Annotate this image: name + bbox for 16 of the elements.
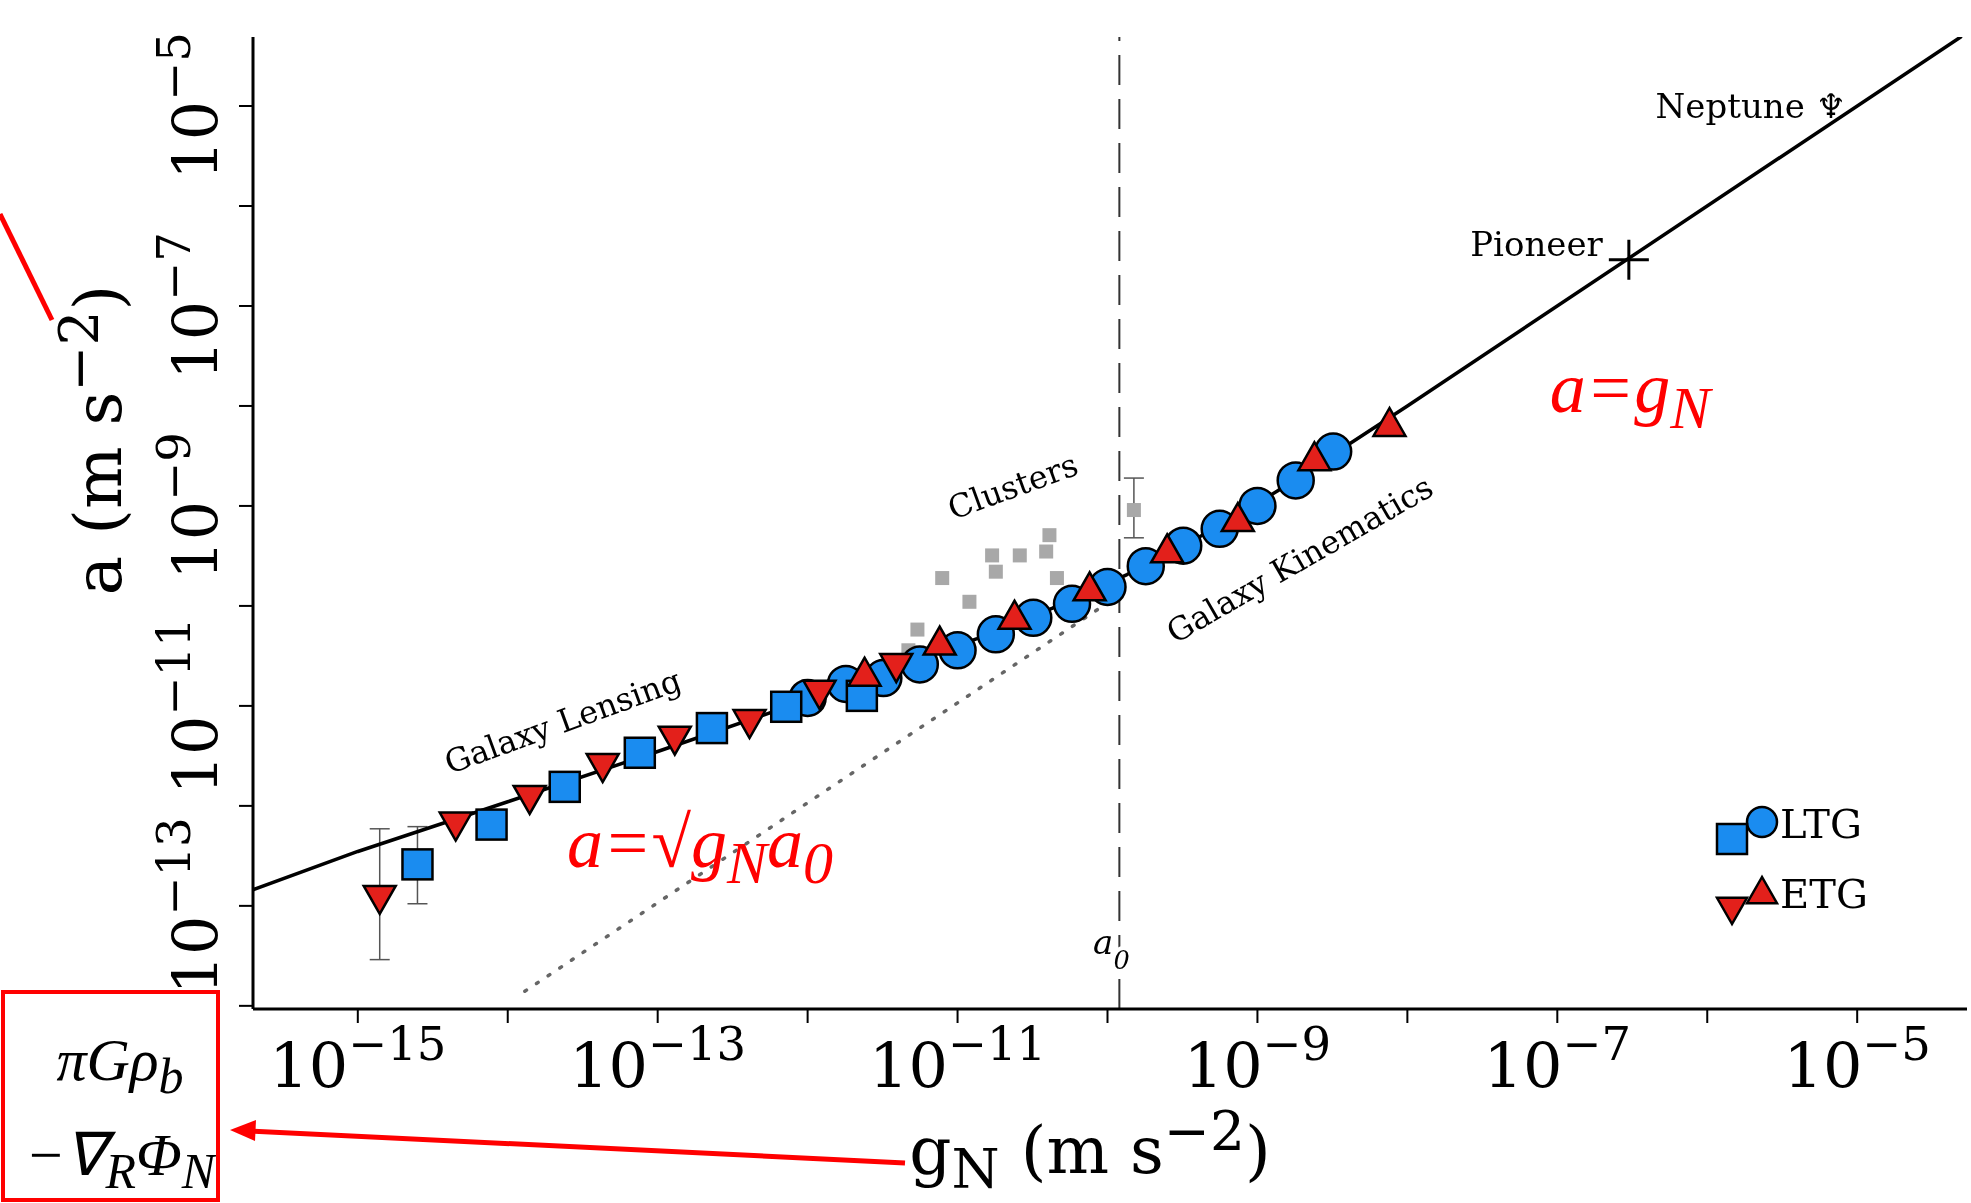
x-tick-label: 10$^{−15}$ bbox=[269, 1017, 447, 1102]
text: πGρ$_{b}$ bbox=[56, 1026, 184, 1104]
x-tick-label: 10$^{−11}$ bbox=[869, 1017, 1047, 1102]
annotation: a=g$_{N}$ bbox=[1549, 348, 1711, 441]
ref-line-label: a$_{0}$ bbox=[1093, 922, 1130, 975]
x-axis-title: g$_{N}$ (m s$^{−2}$) bbox=[909, 1099, 1271, 1201]
x-tick-label: 10$^{−7}$ bbox=[1483, 1017, 1632, 1102]
x-tick-label: 10$^{−13}$ bbox=[569, 1017, 747, 1102]
legend-label: LTG bbox=[1780, 801, 1862, 847]
annotation: Neptune ♆ bbox=[1655, 86, 1847, 127]
legend-label: ETG bbox=[1780, 871, 1868, 917]
x-tick-label: 10$^{−5}$ bbox=[1783, 1017, 1931, 1102]
text: −∇$_{R}$Φ$_{N}$ bbox=[24, 1121, 216, 1199]
x-tick-label: 10$^{−9}$ bbox=[1183, 1017, 1332, 1102]
annotation: a=√g$_{N}$a$_{0}$ bbox=[566, 803, 834, 896]
annotation: Pioneer bbox=[1470, 223, 1603, 264]
